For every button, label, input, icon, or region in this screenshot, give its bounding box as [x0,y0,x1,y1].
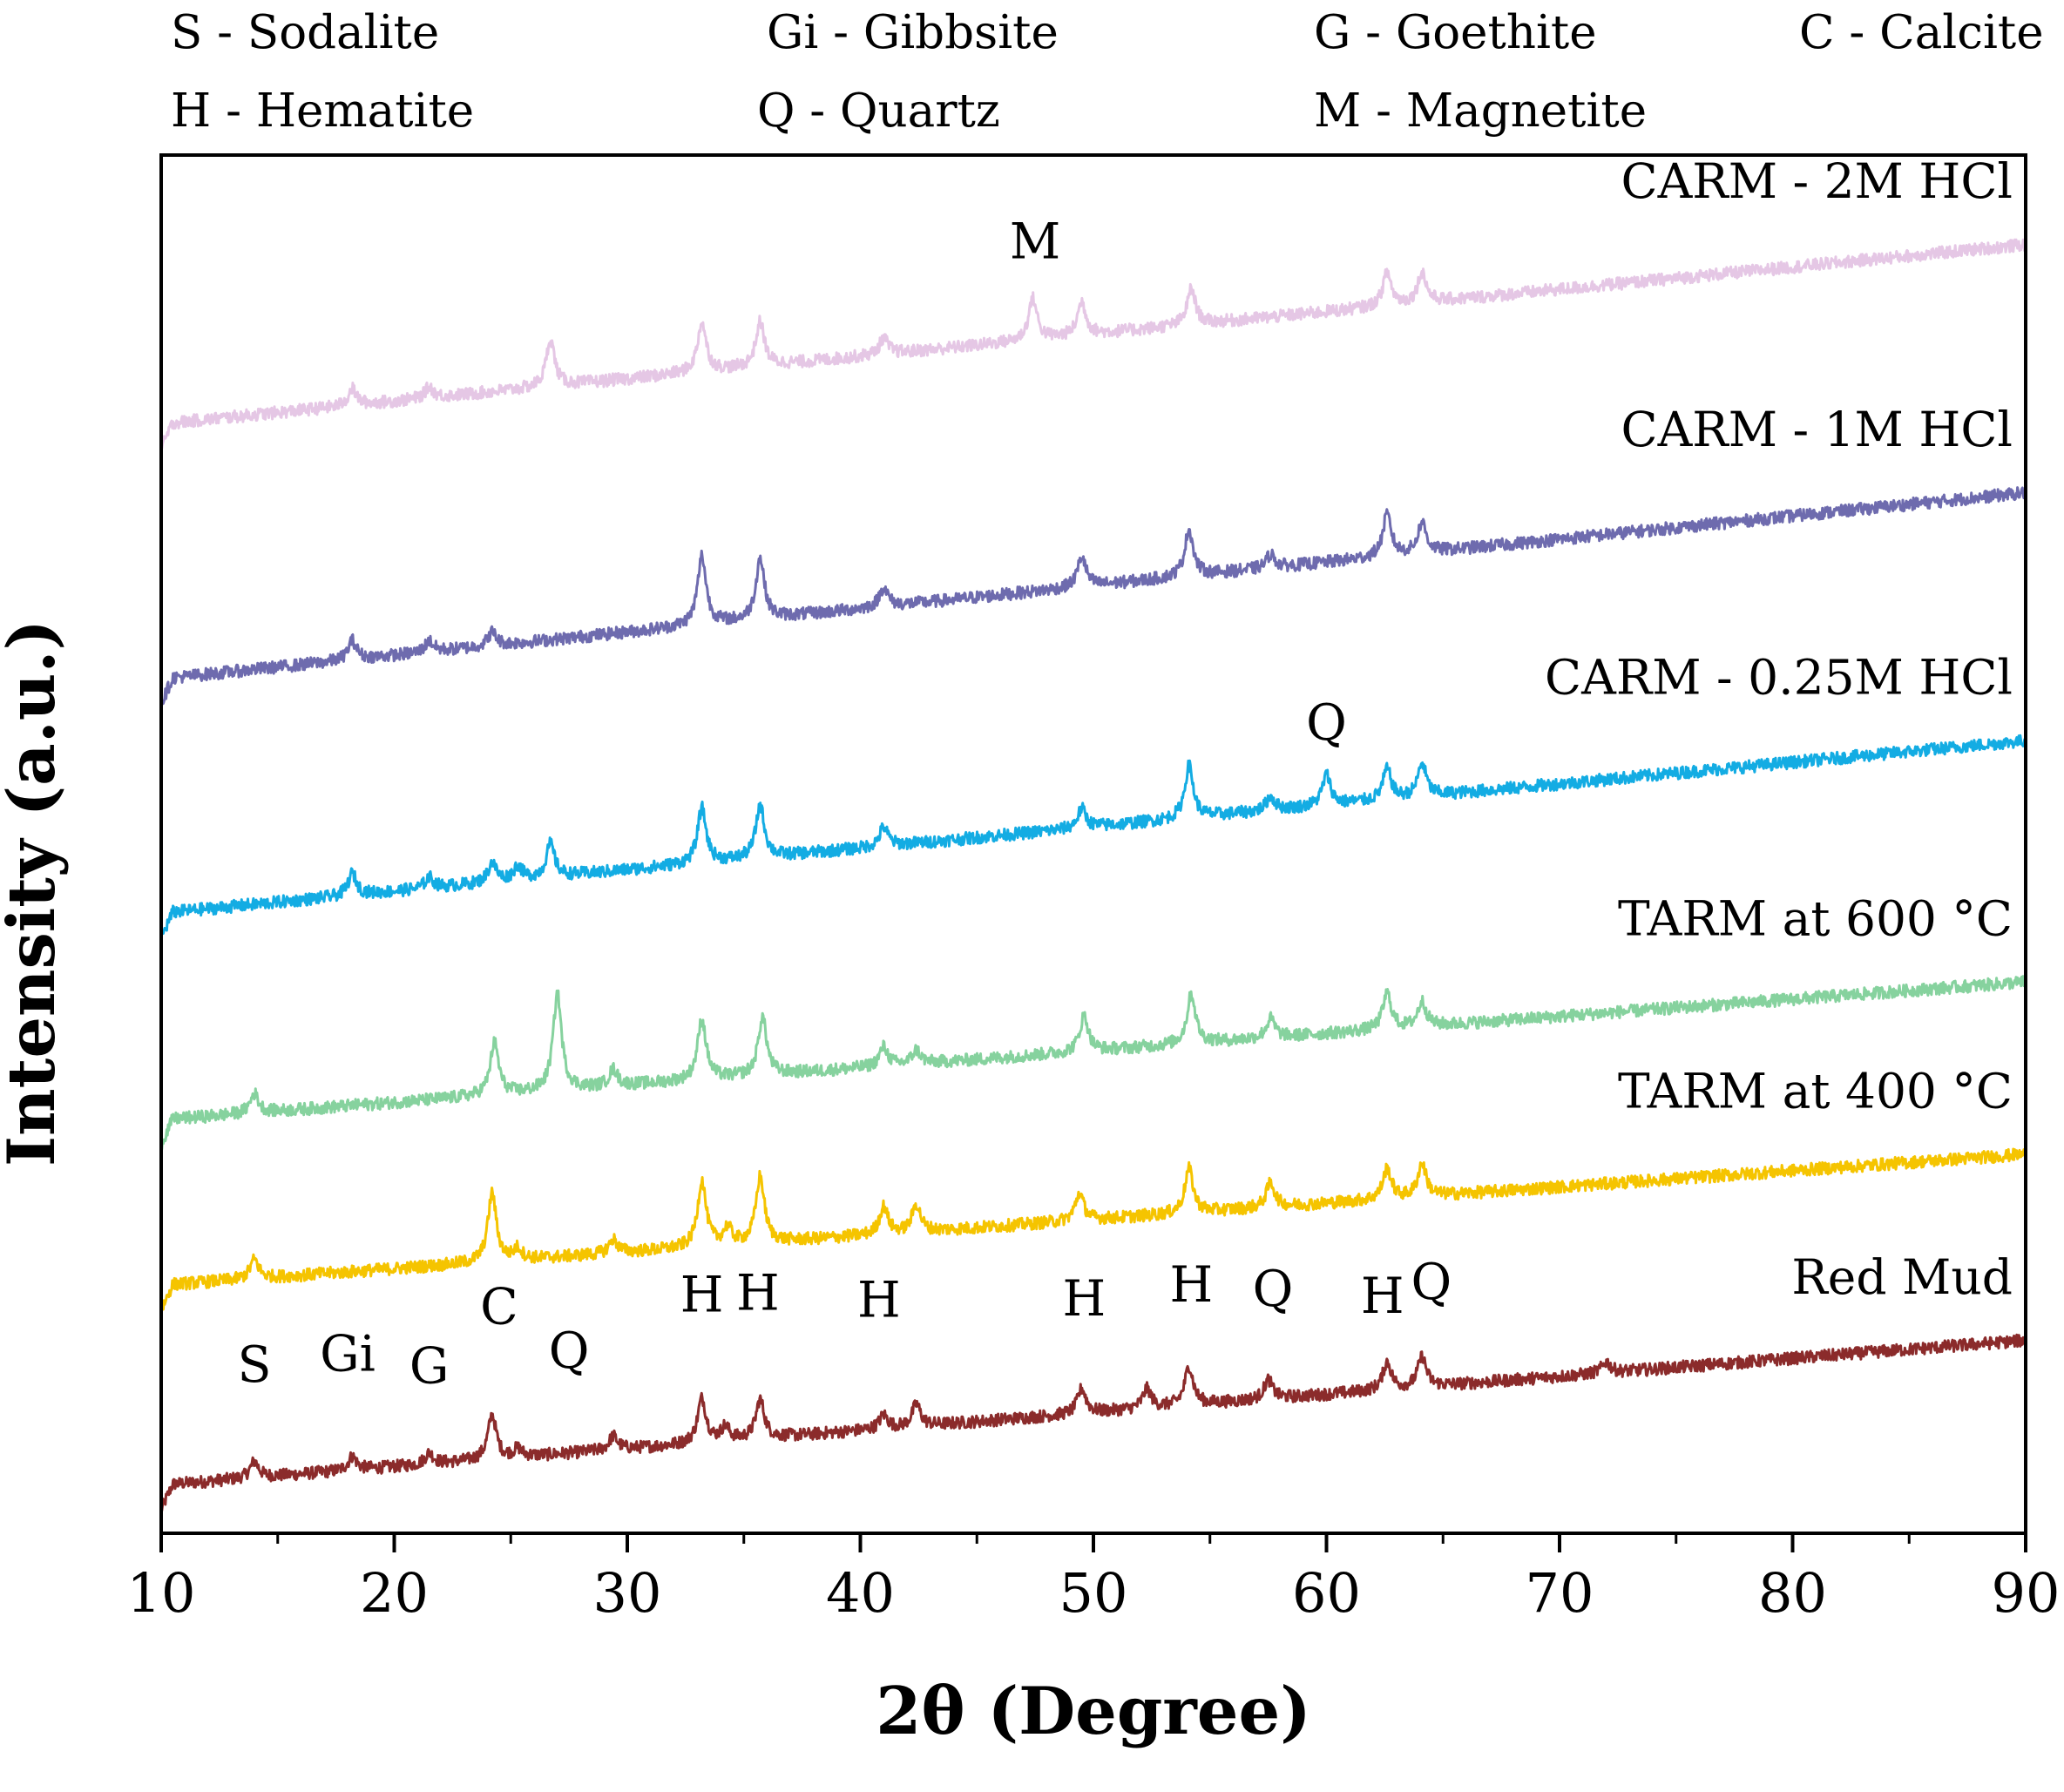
series-label-red-mud: Red Mud [1791,1249,2013,1305]
peak-label-red-mud-0: S [237,1336,271,1394]
x-tick-label-10: 10 [127,1561,196,1625]
series-line-red-mud [159,1333,2027,1512]
series-line-carm-1m-hcl [159,486,2027,708]
x-tick-label-20: 20 [360,1561,429,1625]
series-layer [159,238,2027,1512]
series-label-tarm-at-600-c: TARM at 600 °C [1618,891,2013,947]
legend-entry-goethite: G - Goethite [1314,6,1597,59]
x-tick-label-80: 80 [1758,1561,1827,1625]
series-line-tarm-at-400-c [159,1147,2027,1313]
x-axis: 10 20 30 40 50 60 70 80 90 [127,1533,2061,1625]
series-line-carm-2m-hcl [159,238,2027,450]
series-label-layer: Red Mud TARM at 400 °C TARM at 600 °C CARM … [1545,153,2013,1305]
peak-label-red-mud-6: H [736,1265,780,1322]
peak-label-carm-2m-hcl-0: M [1010,213,1060,271]
x-tick-label-40: 40 [826,1561,895,1625]
x-tick-label-50: 50 [1059,1561,1128,1625]
x-tick-label-60: 60 [1292,1561,1361,1625]
x-tick-label-30: 30 [593,1561,662,1625]
peak-label-red-mud-2: G [409,1338,450,1396]
peak-label-red-mud-8: H [1062,1270,1106,1328]
peak-label-red-mud-10: Q [1253,1261,1294,1318]
peak-label-carm-0-25m-hcl-0: Q [1306,694,1347,752]
peak-label-red-mud-7: H [857,1272,901,1329]
peak-label-red-mud-9: H [1169,1256,1213,1314]
x-axis-title: 2θ (Degree) [876,1673,1310,1749]
series-label-carm-1m-hcl: CARM - 1M HCl [1621,402,2013,457]
x-tick-label-90: 90 [1992,1561,2061,1625]
series-line-carm-0-25m-hcl [159,734,2027,943]
peak-label-red-mud-3: C [480,1279,518,1336]
series-label-carm-2m-hcl: CARM - 2M HCl [1621,153,2013,209]
peak-label-red-mud-11: H [1361,1268,1404,1325]
legend-entry-magnetite: M - Magnetite [1314,85,1647,138]
series-line-tarm-at-600-c [159,975,2027,1152]
legend-entry-sodalite: S - Sodalite [171,6,439,59]
mineral-legend: S - Sodalite Gi - Gibbsite G - Goethite … [171,6,2044,138]
legend-entry-hematite: H - Hematite [171,85,474,138]
legend-entry-gibbsite: Gi - Gibbsite [767,6,1059,59]
y-axis-title: Intensity (a.u.) [0,619,70,1166]
peak-label-red-mud-4: Q [549,1322,590,1380]
peak-label-red-mud-5: H [680,1266,724,1323]
series-label-carm-0-25m-hcl: CARM - 0.25M HCl [1545,650,2013,706]
x-tick-label-70: 70 [1526,1561,1594,1625]
peak-label-red-mud-1: Gi [320,1325,376,1383]
legend-entry-quartz: Q - Quartz [757,85,1000,138]
legend-entry-calcite: C - Calcite [1799,6,2044,59]
series-label-tarm-at-400-c: TARM at 400 °C [1618,1063,2013,1119]
peak-label-red-mud-12: Q [1411,1254,1452,1311]
